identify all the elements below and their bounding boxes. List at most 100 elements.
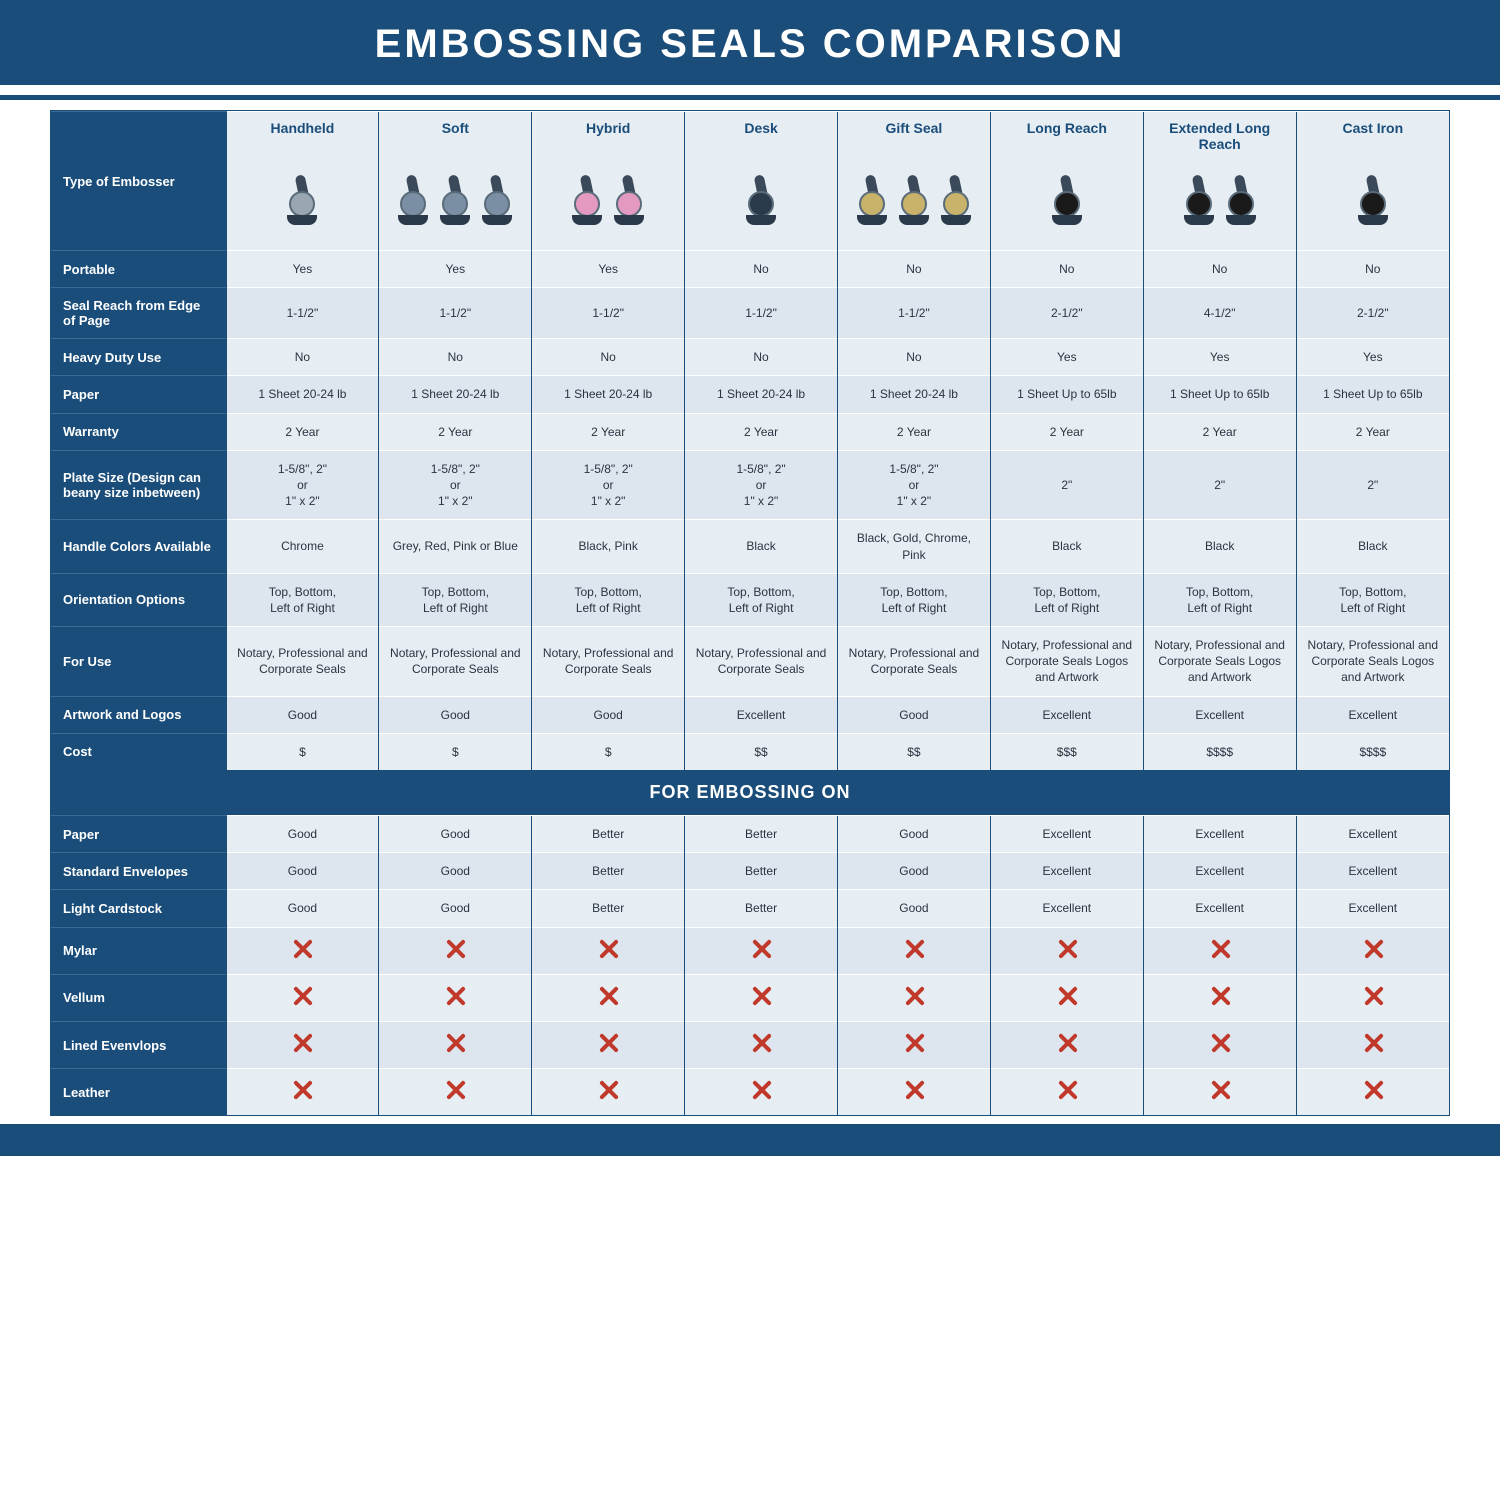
cell: $$ <box>685 733 838 770</box>
row-header: Leather <box>51 1069 226 1116</box>
cell: Notary, Professional and Corporate Seals <box>226 627 379 697</box>
cell: 1-1/2" <box>226 288 379 339</box>
cell <box>1143 1021 1296 1068</box>
cell: Yes <box>226 251 379 288</box>
cell: Black, Gold, Chrome, Pink <box>838 520 991 573</box>
cell: No <box>532 339 685 376</box>
row-header: Standard Envelopes <box>51 853 226 890</box>
table-row: Standard EnvelopesGoodGoodBetterBetterGo… <box>51 853 1449 890</box>
embosser-icon-cell <box>1143 156 1296 251</box>
x-icon <box>903 985 925 1007</box>
cell: Yes <box>1296 339 1449 376</box>
col-header: Soft <box>379 112 532 156</box>
cell <box>226 1021 379 1068</box>
cell: 2 Year <box>990 413 1143 450</box>
cell: Better <box>532 816 685 853</box>
cell: 1 Sheet Up to 65lb <box>990 376 1143 413</box>
cell: Black <box>685 520 838 573</box>
header-image-row <box>51 156 1449 251</box>
cell <box>226 974 379 1021</box>
cell: No <box>685 251 838 288</box>
cell: Top, Bottom,Left of Right <box>1296 573 1449 626</box>
x-icon <box>1362 985 1384 1007</box>
cell: Excellent <box>990 853 1143 890</box>
x-icon <box>750 1079 772 1101</box>
cell: Better <box>685 853 838 890</box>
cell: 2-1/2" <box>990 288 1143 339</box>
x-icon <box>1056 938 1078 960</box>
x-icon <box>903 1032 925 1054</box>
cell: Excellent <box>1143 816 1296 853</box>
x-icon <box>291 1079 313 1101</box>
cell: No <box>1296 251 1449 288</box>
row-header: Seal Reach from Edge of Page <box>51 288 226 339</box>
comparison-table-wrap: Type of Embosser HandheldSoftHybridDeskG… <box>50 110 1450 1116</box>
table-row: Leather <box>51 1069 1449 1116</box>
cell: $$$$ <box>1296 733 1449 770</box>
cell: 2" <box>990 450 1143 520</box>
x-icon <box>1056 1032 1078 1054</box>
cell: 2" <box>1143 450 1296 520</box>
cell <box>685 974 838 1021</box>
cell: $$$$ <box>1143 733 1296 770</box>
cell: No <box>990 251 1143 288</box>
cell: Top, Bottom,Left of Right <box>226 573 379 626</box>
cell <box>1143 927 1296 974</box>
cell: 1-5/8", 2"or1" x 2" <box>685 450 838 520</box>
cell <box>226 1069 379 1116</box>
table-row: Paper1 Sheet 20-24 lb1 Sheet 20-24 lb1 S… <box>51 376 1449 413</box>
footer-bar <box>0 1124 1500 1156</box>
cell: Good <box>379 816 532 853</box>
cell: 1-1/2" <box>838 288 991 339</box>
cell: Better <box>532 853 685 890</box>
table-row: Artwork and LogosGoodGoodGoodExcellentGo… <box>51 696 1449 733</box>
cell: Top, Bottom,Left of Right <box>379 573 532 626</box>
embosser-icon-cell <box>990 156 1143 251</box>
cell: No <box>379 339 532 376</box>
cell: Excellent <box>685 696 838 733</box>
row-header: For Use <box>51 627 226 697</box>
header-row: Type of Embosser HandheldSoftHybridDeskG… <box>51 112 1449 156</box>
embosser-icon <box>283 175 321 225</box>
cell <box>379 974 532 1021</box>
x-icon <box>1056 1079 1078 1101</box>
x-icon <box>750 938 772 960</box>
col-header: Desk <box>685 112 838 156</box>
cell: 2 Year <box>226 413 379 450</box>
cell: $ <box>226 733 379 770</box>
cell: Good <box>838 890 991 927</box>
table-row: Mylar <box>51 927 1449 974</box>
cell: Yes <box>990 339 1143 376</box>
cell: Notary, Professional and Corporate Seals… <box>1143 627 1296 697</box>
embosser-icon-cell <box>685 156 838 251</box>
x-icon <box>903 1079 925 1101</box>
cell: Good <box>532 696 685 733</box>
cell: 1-5/8", 2"or1" x 2" <box>532 450 685 520</box>
cell <box>838 1069 991 1116</box>
cell: $$$ <box>990 733 1143 770</box>
divider <box>0 95 1500 100</box>
x-icon <box>1362 938 1384 960</box>
x-icon <box>444 938 466 960</box>
cell: Good <box>379 696 532 733</box>
cell: Top, Bottom,Left of Right <box>1143 573 1296 626</box>
table-row: For UseNotary, Professional and Corporat… <box>51 627 1449 697</box>
cell: Notary, Professional and Corporate Seals <box>838 627 991 697</box>
row-header: Heavy Duty Use <box>51 339 226 376</box>
x-icon <box>903 938 925 960</box>
x-icon <box>1209 985 1231 1007</box>
cell: Good <box>226 853 379 890</box>
embosser-icon <box>853 175 891 225</box>
cell: Excellent <box>1143 853 1296 890</box>
cell: No <box>226 339 379 376</box>
embosser-icon <box>1354 175 1392 225</box>
cell: Better <box>685 816 838 853</box>
cell: Notary, Professional and Corporate Seals <box>379 627 532 697</box>
table-row: Lined Evenvlops <box>51 1021 1449 1068</box>
cell: Black <box>1143 520 1296 573</box>
cell: 1 Sheet Up to 65lb <box>1296 376 1449 413</box>
cell: $ <box>379 733 532 770</box>
embosser-icon <box>937 175 975 225</box>
cell: Grey, Red, Pink or Blue <box>379 520 532 573</box>
cell <box>532 1021 685 1068</box>
